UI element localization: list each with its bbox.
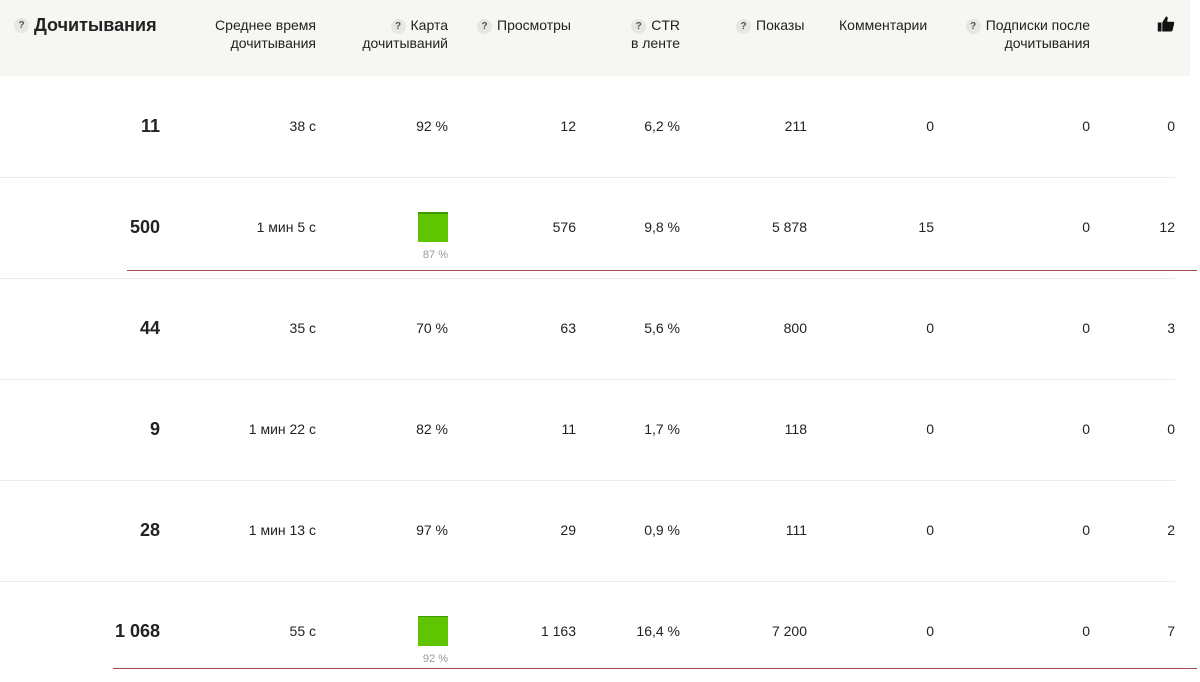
header-avg-time-line1: Среднее время	[215, 17, 316, 33]
table-header: ? Дочитывания Среднее время дочитывания ?…	[0, 0, 1190, 76]
subscriptions-value: 0	[1082, 118, 1090, 134]
impressions-value: 5 878	[771, 219, 807, 235]
header-ctr-line2: в ленте	[630, 35, 680, 51]
help-icon[interactable]: ?	[736, 19, 751, 34]
read-map-value: 82 %	[416, 421, 448, 437]
highlight-divider	[113, 668, 1197, 669]
table-row[interactable]: 9 1 мин 22 с 82 % 11 1,7 % 118 0 0 0	[0, 379, 1175, 481]
help-icon[interactable]: ?	[14, 18, 29, 33]
views-value: 576	[552, 219, 576, 235]
avg-time-value: 1 мин 5 с	[256, 219, 316, 235]
reads-value: 9	[149, 419, 160, 439]
ctr-value: 9,8 %	[644, 219, 680, 235]
subscriptions-value: 0	[1082, 623, 1090, 639]
header-avg-time-line2: дочитывания	[230, 35, 316, 51]
header-views-label: Просмотры	[497, 17, 571, 33]
ctr-value: 0,9 %	[644, 522, 680, 538]
header-ctr-line1: CTR	[651, 17, 680, 33]
avg-time-value: 1 мин 22 с	[248, 421, 316, 437]
views-value: 29	[560, 522, 576, 538]
header-read-map[interactable]: ? Карта дочитываний	[340, 16, 448, 52]
header-ctr[interactable]: ? CTR в ленте	[600, 16, 680, 52]
views-value: 63	[560, 320, 576, 336]
impressions-value: 211	[784, 118, 807, 134]
reads-value: 11	[140, 116, 160, 136]
ctr-value: 1,7 %	[644, 421, 680, 437]
comments-value: 0	[926, 421, 934, 437]
ctr-value: 6,2 %	[644, 118, 680, 134]
subscriptions-value: 0	[1082, 522, 1090, 538]
header-impressions[interactable]: ? Показы	[736, 16, 804, 34]
reads-value: 44	[139, 318, 160, 338]
views-value: 1 163	[540, 623, 576, 639]
subscriptions-value: 0	[1082, 219, 1090, 235]
read-map-value: 97 %	[416, 522, 448, 538]
subscriptions-value: 0	[1082, 320, 1090, 336]
impressions-value: 7 200	[771, 623, 807, 639]
header-avg-time[interactable]: Среднее время дочитывания	[200, 16, 316, 52]
table-row[interactable]: 11 38 с 92 % 12 6,2 % 211 0 0 0	[0, 76, 1175, 178]
read-map-value: 92 %	[416, 118, 448, 134]
help-icon[interactable]: ?	[965, 19, 981, 34]
avg-time-value: 1 мин 13 с	[248, 522, 316, 538]
impressions-value: 111	[785, 522, 807, 538]
header-views[interactable]: ? Просмотры	[477, 16, 571, 34]
comments-value: 0	[926, 522, 934, 538]
table-row[interactable]: 1 068 55 с 92 % 1 163 16,4 % 7 200 0 0 7	[0, 581, 1175, 682]
thumbs-up-icon[interactable]	[1157, 15, 1175, 33]
likes-value: 3	[1167, 320, 1175, 336]
header-comments-label: Комментарии	[839, 17, 928, 33]
likes-value: 0	[1167, 118, 1175, 134]
avg-time-value: 55 с	[289, 623, 316, 639]
comments-value: 0	[926, 320, 934, 336]
views-value: 12	[560, 118, 576, 134]
table-row[interactable]: 44 35 с 70 % 63 5,6 % 800 0 0 3	[0, 278, 1175, 380]
comments-value: 15	[918, 219, 934, 235]
header-read-map-line1: Карта	[410, 17, 448, 33]
comments-value: 0	[926, 118, 934, 134]
subscriptions-value: 0	[1082, 421, 1090, 437]
help-icon[interactable]: ?	[477, 19, 492, 34]
ctr-value: 16,4 %	[636, 623, 680, 639]
header-reads-label: Дочитывания	[34, 15, 157, 35]
likes-value: 7	[1167, 623, 1175, 639]
header-subscriptions-line1: Подписки после	[985, 17, 1090, 33]
header-subscriptions[interactable]: ? Подписки после дочитывания	[955, 16, 1090, 52]
read-map-bar[interactable]	[418, 212, 448, 242]
likes-value: 12	[1159, 219, 1175, 235]
header-comments[interactable]: Комментарии	[839, 16, 927, 34]
reads-value: 1 068	[114, 621, 160, 641]
ctr-value: 5,6 %	[644, 320, 680, 336]
highlight-divider	[127, 270, 1197, 271]
likes-value: 0	[1167, 421, 1175, 437]
header-impressions-label: Показы	[756, 17, 805, 33]
header-read-map-line2: дочитываний	[362, 35, 448, 51]
avg-time-value: 35 с	[289, 320, 316, 336]
reads-value: 28	[139, 520, 160, 540]
table-row[interactable]: 500 1 мин 5 с 87 % 576 9,8 % 5 878 15 0 …	[0, 177, 1175, 279]
table-row[interactable]: 28 1 мин 13 с 97 % 29 0,9 % 111 0 0 2	[0, 480, 1175, 582]
help-icon[interactable]: ?	[631, 19, 647, 34]
read-map-value: 87 %	[422, 249, 448, 261]
comments-value: 0	[926, 623, 934, 639]
reads-value: 500	[129, 217, 160, 237]
header-reads[interactable]: ? Дочитывания	[14, 13, 157, 37]
read-map-value: 70 %	[416, 320, 448, 336]
read-map-bar[interactable]	[418, 616, 448, 646]
impressions-value: 118	[784, 421, 807, 437]
views-value: 11	[561, 421, 576, 437]
likes-value: 2	[1167, 522, 1175, 538]
help-icon[interactable]: ?	[390, 19, 406, 34]
avg-time-value: 38 с	[289, 118, 316, 134]
impressions-value: 800	[783, 320, 807, 336]
header-subscriptions-line2: дочитывания	[1004, 35, 1090, 51]
read-map-value: 92 %	[422, 653, 448, 665]
